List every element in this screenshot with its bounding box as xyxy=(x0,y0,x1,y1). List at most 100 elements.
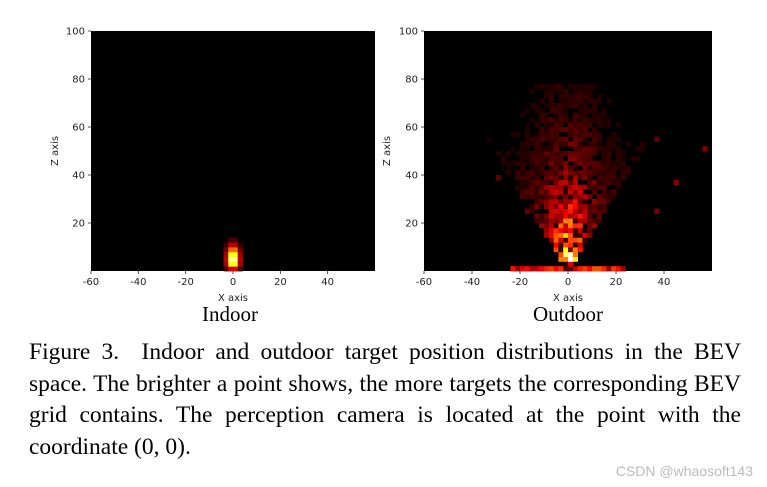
heatmap-cell xyxy=(620,165,626,171)
heatmap-cell xyxy=(601,160,607,166)
heatmap-cell xyxy=(520,175,526,181)
heatmap-cell xyxy=(587,266,593,272)
heatmap-cell xyxy=(500,160,506,166)
heatmap-cell xyxy=(592,208,598,214)
heatmap-cell xyxy=(635,155,641,161)
heatmap-cell xyxy=(572,131,578,137)
heatmap-cell xyxy=(568,175,574,181)
heatmap-cell xyxy=(544,203,550,209)
heatmap-cell xyxy=(544,117,550,123)
heatmap-cell xyxy=(587,227,593,233)
x-tick-label: -60 xyxy=(416,277,432,288)
heatmap-cell xyxy=(572,122,578,128)
heatmap-cell xyxy=(572,223,578,229)
heatmap-cell xyxy=(558,93,564,99)
heatmap-cell xyxy=(529,203,535,209)
heatmap-cell xyxy=(577,98,583,104)
indoor-x-ticks: -60 -40 -20 0 20 40 xyxy=(83,271,334,288)
heatmap-cell xyxy=(558,213,564,219)
heatmap-cell xyxy=(553,266,559,272)
heatmap-cell xyxy=(520,189,526,195)
heatmap-cell xyxy=(233,266,239,272)
heatmap-cell xyxy=(568,98,574,104)
heatmap-cell xyxy=(577,136,583,142)
heatmap-cell xyxy=(640,141,646,147)
heatmap-cell xyxy=(548,141,554,147)
heatmap-cell xyxy=(563,237,569,243)
heatmap-cell xyxy=(568,261,574,267)
heatmap-cell xyxy=(592,189,598,195)
heatmap-cell xyxy=(548,146,554,152)
heatmap-cell xyxy=(539,199,545,205)
heatmap-cell xyxy=(228,266,234,272)
heatmap-cell xyxy=(524,175,530,181)
heatmap-cell xyxy=(544,184,550,190)
heatmap-cell xyxy=(558,223,564,229)
heatmap-cell xyxy=(558,199,564,205)
heatmap-cell xyxy=(572,83,578,89)
caption-text: Indoor and outdoor target position distr… xyxy=(29,339,742,460)
heatmap-cell xyxy=(620,160,626,166)
heatmap-cell xyxy=(568,242,574,248)
y-tick-label: 80 xyxy=(72,75,85,86)
heatmap-cell xyxy=(524,131,530,137)
y-tick-label: 60 xyxy=(405,123,418,134)
x-tick-label: 0 xyxy=(565,277,571,288)
y-tick-label: 80 xyxy=(405,75,418,86)
heatmap-cell xyxy=(592,131,598,137)
heatmap-cell xyxy=(553,112,559,118)
heatmap-cell xyxy=(568,170,574,176)
heatmap-cell xyxy=(630,155,636,161)
heatmap-cell xyxy=(548,237,554,243)
heatmap-cell xyxy=(558,112,564,118)
heatmap-cell xyxy=(572,194,578,200)
heatmap-cell xyxy=(601,151,607,157)
heatmap-cell xyxy=(515,175,521,181)
heatmap-cell xyxy=(596,184,602,190)
heatmap-cell xyxy=(625,170,631,176)
heatmap-cell xyxy=(606,155,612,161)
heatmap-cell xyxy=(568,122,574,128)
heatmap-cell xyxy=(592,165,598,171)
indoor-x-axis-label: X axis xyxy=(218,293,248,304)
heatmap-cell xyxy=(534,131,540,137)
heatmap-cell xyxy=(625,141,631,147)
heatmap-cell xyxy=(582,151,588,157)
x-tick-label: -40 xyxy=(464,277,480,288)
heatmap-cell xyxy=(520,155,526,161)
heatmap-cell xyxy=(553,223,559,229)
heatmap-cell xyxy=(568,194,574,200)
heatmap-cell xyxy=(582,136,588,142)
heatmap-cell xyxy=(572,213,578,219)
heatmap-cell xyxy=(553,165,559,171)
heatmap-cell xyxy=(233,242,239,248)
heatmap-cell xyxy=(563,227,569,233)
heatmap-cell xyxy=(534,203,540,209)
heatmap-cell xyxy=(577,194,583,200)
heatmap-cell xyxy=(568,199,574,205)
heatmap-cell xyxy=(544,199,550,205)
heatmap-cell xyxy=(524,155,530,161)
heatmap-cell xyxy=(582,232,588,238)
heatmap-cell xyxy=(553,170,559,176)
heatmap-cell xyxy=(601,122,607,128)
heatmap-cell xyxy=(486,136,492,142)
heatmap-cell xyxy=(524,189,530,195)
heatmap-cell xyxy=(544,170,550,176)
heatmap-cell xyxy=(587,194,593,200)
heatmap-cell xyxy=(539,170,545,176)
heatmap-cell xyxy=(223,242,229,248)
heatmap-cell xyxy=(558,232,564,238)
heatmap-cell xyxy=(596,146,602,152)
heatmap-cell xyxy=(582,93,588,99)
heatmap-cell xyxy=(572,136,578,142)
heatmap-cell xyxy=(572,232,578,238)
heatmap-cell xyxy=(558,170,564,176)
heatmap-cell xyxy=(524,136,530,142)
heatmap-cell xyxy=(558,227,564,233)
heatmap-cell xyxy=(558,179,564,185)
heatmap-cell xyxy=(553,107,559,113)
heatmap-cell xyxy=(572,170,578,176)
heatmap-cell xyxy=(510,160,516,166)
heatmap-cell xyxy=(587,155,593,161)
